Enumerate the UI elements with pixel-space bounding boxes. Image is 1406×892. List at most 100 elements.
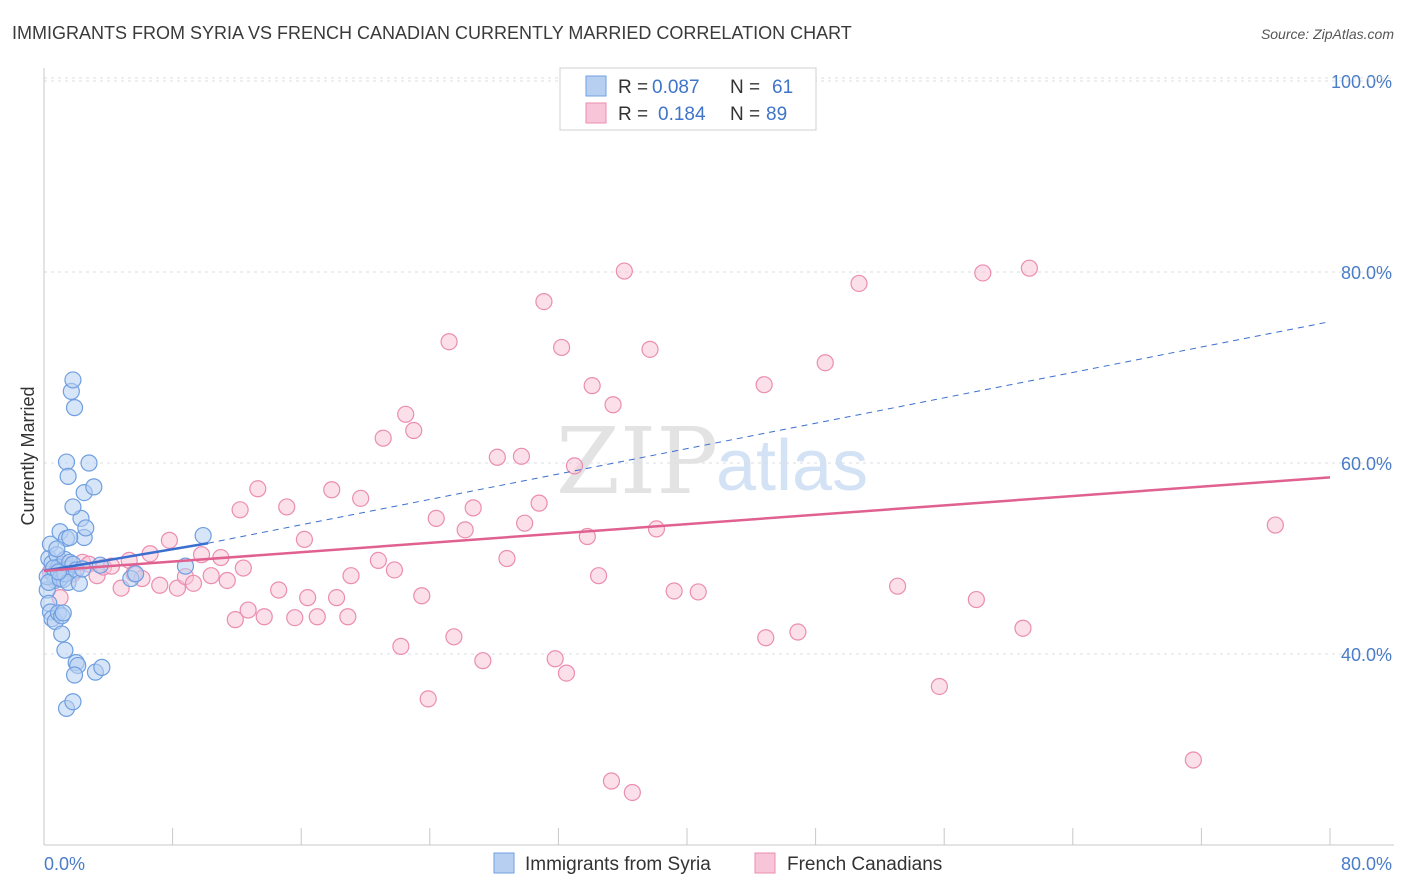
- point-syria: [80, 454, 98, 472]
- point-french-canadian: [255, 608, 273, 626]
- point-french-canadian: [397, 405, 415, 423]
- point-french-canadian: [553, 338, 571, 357]
- point-french-canadian: [535, 293, 553, 311]
- trend-line-syria: [43, 541, 209, 573]
- point-french-canadian: [641, 340, 659, 358]
- watermark-atlas: atlas: [716, 426, 868, 506]
- y-axis-title: Currently Married: [18, 386, 38, 525]
- point-french-canadian: [789, 623, 807, 641]
- watermark-zip: ZIP: [556, 408, 718, 515]
- point-french-canadian: [757, 629, 775, 647]
- point-syria: [57, 453, 76, 471]
- point-french-canadian: [392, 637, 410, 655]
- point-syria: [85, 478, 103, 496]
- point-french-canadian: [512, 447, 531, 465]
- point-french-canadian: [583, 377, 601, 395]
- point-syria: [56, 641, 74, 659]
- point-french-canadian: [295, 530, 314, 549]
- source-label: Source: ZipAtlas.com: [1261, 26, 1394, 42]
- point-french-canadian: [755, 376, 773, 394]
- legend-swatch-pink: [585, 102, 607, 124]
- point-french-canadian: [589, 567, 608, 585]
- y-tick-label: 80.0%: [1341, 263, 1392, 283]
- point-french-canadian: [557, 664, 576, 682]
- point-french-canadian: [286, 609, 304, 627]
- point-french-canadian: [530, 494, 548, 512]
- point-french-canadian: [342, 567, 360, 585]
- point-french-canadian: [419, 690, 437, 708]
- legend-n-value-pink: 89: [766, 104, 787, 125]
- point-french-canadian: [602, 772, 621, 790]
- bottom-legend-swatch-blue: [493, 852, 515, 874]
- legend-n-value-blue: 61: [772, 77, 793, 98]
- x-tick-marks: [172, 828, 1331, 845]
- point-syria: [64, 371, 82, 389]
- point-french-canadian: [352, 489, 370, 507]
- bottom-legend-label-syria: Immigrants from Syria: [525, 854, 711, 875]
- point-syria: [65, 666, 84, 684]
- point-french-canadian: [299, 589, 317, 607]
- point-french-canadian: [516, 514, 534, 532]
- point-french-canadian: [385, 561, 404, 579]
- point-french-canadian: [151, 576, 169, 594]
- point-syria: [77, 519, 95, 537]
- point-french-canadian: [239, 601, 257, 619]
- point-syria: [61, 528, 79, 547]
- point-french-canadian: [1266, 516, 1284, 534]
- bottom-legend-swatch-pink: [754, 852, 776, 874]
- x-tick-label-min: 0.0%: [44, 854, 85, 874]
- point-french-canadian: [888, 577, 907, 595]
- point-syria: [64, 693, 82, 711]
- point-syria: [194, 526, 212, 545]
- point-french-canadian: [270, 581, 288, 599]
- bottom-legend-label-french-canadians: French Canadians: [787, 854, 942, 875]
- point-french-canadian: [850, 274, 868, 293]
- point-french-canadian: [226, 611, 244, 629]
- chart-title: IMMIGRANTS FROM SYRIA VS FRENCH CANADIAN…: [12, 23, 852, 43]
- point-french-canadian: [231, 501, 249, 519]
- point-french-canadian: [184, 574, 203, 592]
- point-french-canadian: [665, 582, 683, 600]
- point-syria: [54, 604, 72, 622]
- trend-line-syria-extension: [207, 321, 1331, 544]
- point-syria: [65, 399, 84, 417]
- point-french-canadian: [1020, 259, 1038, 277]
- point-french-canadian: [339, 608, 357, 626]
- point-syria: [59, 467, 77, 485]
- series-legend: Immigrants from Syria French Canadians: [493, 852, 942, 875]
- point-french-canadian: [456, 521, 474, 539]
- y-tick-label: 60.0%: [1341, 454, 1392, 474]
- trend-lines: [43, 321, 1331, 573]
- point-syria: [64, 498, 82, 516]
- trend-line-french-canadians: [43, 476, 1331, 573]
- y-tick-label: 100.0%: [1331, 72, 1392, 92]
- point-french-canadian: [623, 783, 641, 802]
- point-syria: [70, 574, 88, 592]
- point-french-canadian: [405, 421, 423, 440]
- legend-r-label-pink: R =: [618, 104, 648, 125]
- point-french-canadian: [615, 262, 633, 280]
- point-french-canadian: [202, 567, 220, 585]
- legend-n-label-pink: N =: [730, 104, 760, 125]
- point-french-canadian: [427, 509, 445, 527]
- point-syria: [48, 540, 66, 558]
- point-french-canadian: [689, 583, 707, 601]
- legend-r-label-blue: R =: [618, 77, 648, 98]
- point-french-canadian: [278, 498, 296, 516]
- point-french-canadian: [967, 590, 985, 609]
- point-syria: [93, 658, 111, 676]
- point-french-canadian: [546, 650, 564, 668]
- point-syria: [53, 625, 71, 643]
- point-french-canadian: [464, 499, 482, 517]
- point-french-canadian: [1184, 751, 1202, 769]
- point-french-canadian: [369, 551, 387, 570]
- point-french-canadian: [218, 571, 236, 590]
- point-french-canadian: [647, 520, 666, 538]
- point-french-canadian: [327, 589, 346, 607]
- point-french-canadian: [234, 559, 252, 577]
- grid-layer: 40.0% 60.0% 80.0% 100.0%: [44, 72, 1394, 665]
- point-french-canadian: [488, 448, 506, 466]
- point-french-canadian: [498, 549, 516, 568]
